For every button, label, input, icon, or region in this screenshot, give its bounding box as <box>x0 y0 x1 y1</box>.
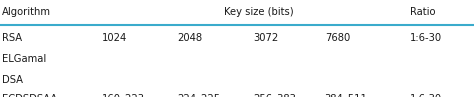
Text: ELGamal: ELGamal <box>2 54 46 64</box>
Text: 160–223: 160–223 <box>102 94 145 97</box>
Text: 224–225: 224–225 <box>178 94 221 97</box>
Text: DSA: DSA <box>2 75 23 85</box>
Text: 256–383: 256–383 <box>254 94 296 97</box>
Text: 2048: 2048 <box>178 33 203 43</box>
Text: Algorithm: Algorithm <box>2 7 51 17</box>
Text: 3072: 3072 <box>254 33 279 43</box>
Text: Key size (bits): Key size (bits) <box>224 7 293 17</box>
Text: Ratio: Ratio <box>410 7 436 17</box>
Text: RSA: RSA <box>2 33 22 43</box>
Text: 7680: 7680 <box>325 33 350 43</box>
Text: 1:6-30: 1:6-30 <box>410 33 442 43</box>
Text: ECDSDSAA: ECDSDSAA <box>2 94 58 97</box>
Text: 1024: 1024 <box>102 33 127 43</box>
Text: 384–511: 384–511 <box>325 94 367 97</box>
Text: 1:6-30: 1:6-30 <box>410 94 442 97</box>
